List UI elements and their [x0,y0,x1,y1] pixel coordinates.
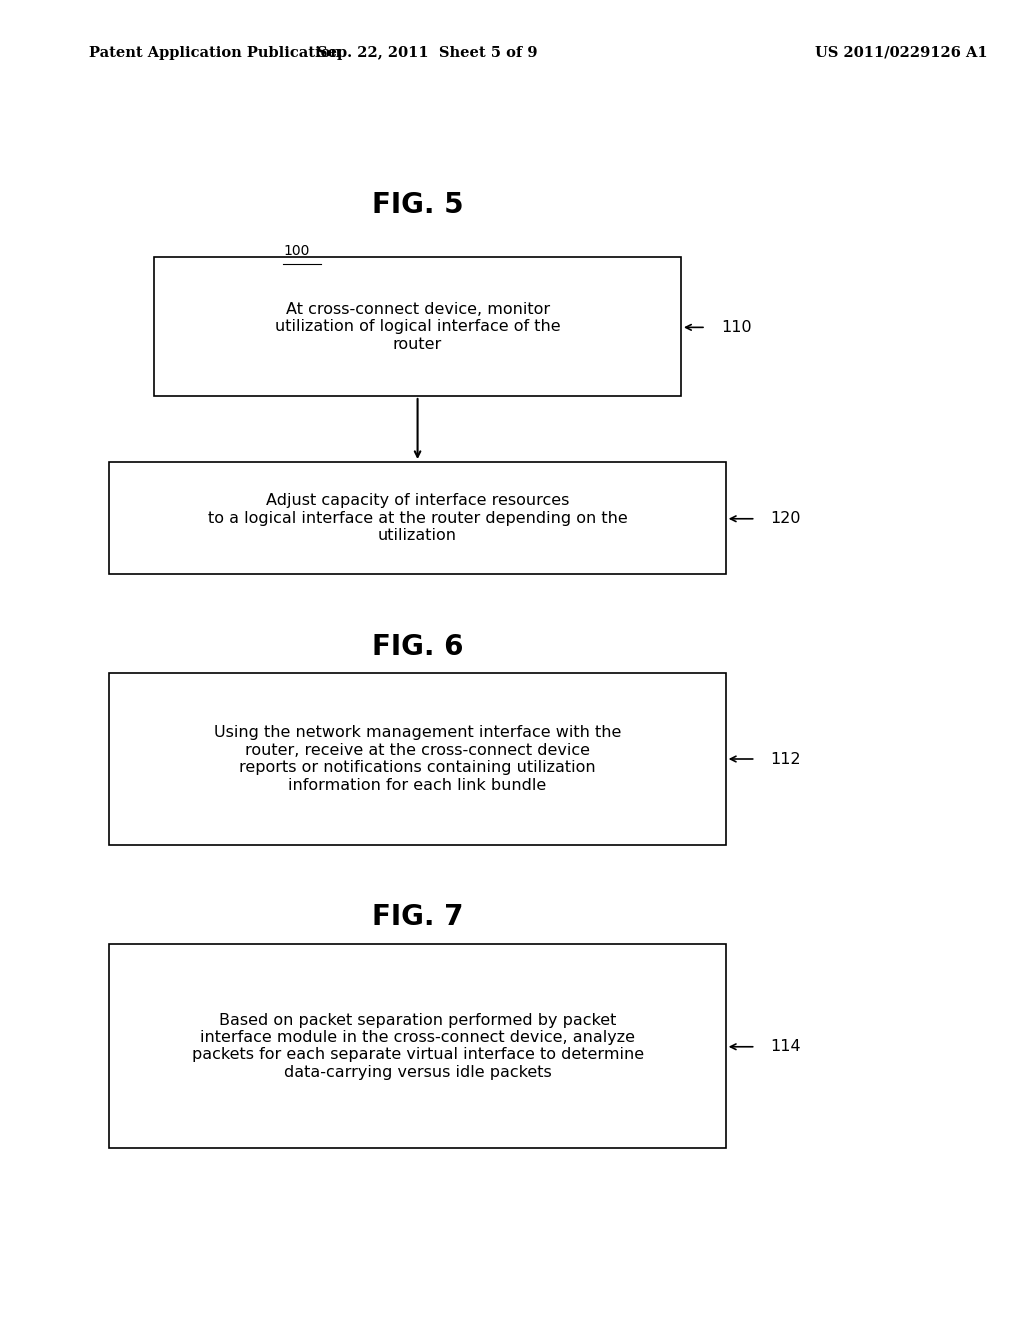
Text: FIG. 7: FIG. 7 [372,903,463,932]
Text: Sep. 22, 2011  Sheet 5 of 9: Sep. 22, 2011 Sheet 5 of 9 [317,46,538,59]
Text: 112: 112 [770,751,801,767]
Text: At cross-connect device, monitor
utilization of logical interface of the
router: At cross-connect device, monitor utiliza… [274,302,560,351]
FancyBboxPatch shape [110,673,726,845]
Text: 110: 110 [721,319,752,335]
FancyBboxPatch shape [154,257,681,396]
Text: FIG. 5: FIG. 5 [372,190,464,219]
Text: 100: 100 [284,244,309,257]
FancyBboxPatch shape [110,462,726,574]
Text: Using the network management interface with the
router, receive at the cross-con: Using the network management interface w… [214,726,622,792]
Text: Based on packet separation performed by packet
interface module in the cross-con: Based on packet separation performed by … [191,1012,644,1080]
FancyBboxPatch shape [110,944,726,1148]
Text: 120: 120 [770,511,801,527]
Text: Adjust capacity of interface resources
to a logical interface at the router depe: Adjust capacity of interface resources t… [208,494,628,543]
Text: US 2011/0229126 A1: US 2011/0229126 A1 [815,46,988,59]
Text: FIG. 6: FIG. 6 [372,632,463,661]
Text: 114: 114 [770,1039,801,1055]
Text: Patent Application Publication: Patent Application Publication [89,46,341,59]
